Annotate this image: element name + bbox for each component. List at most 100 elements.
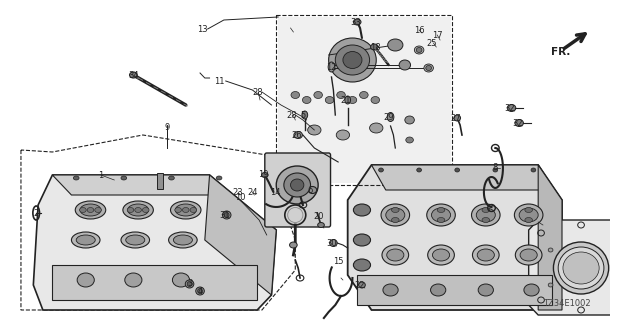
Text: 32: 32 <box>504 103 515 113</box>
Text: 1: 1 <box>99 171 104 180</box>
Ellipse shape <box>168 176 174 180</box>
Text: 6: 6 <box>308 186 313 195</box>
Ellipse shape <box>554 242 609 294</box>
Ellipse shape <box>508 105 516 111</box>
Ellipse shape <box>353 204 371 216</box>
Ellipse shape <box>284 173 310 197</box>
Text: 13: 13 <box>196 25 207 34</box>
Ellipse shape <box>424 64 433 72</box>
Ellipse shape <box>416 47 422 52</box>
Ellipse shape <box>388 39 403 51</box>
Ellipse shape <box>314 92 323 99</box>
Text: 21: 21 <box>340 95 351 105</box>
Text: 28: 28 <box>286 110 297 119</box>
Ellipse shape <box>531 168 536 172</box>
Ellipse shape <box>520 249 537 261</box>
Ellipse shape <box>308 125 321 135</box>
Ellipse shape <box>524 284 539 296</box>
Ellipse shape <box>143 207 149 212</box>
Ellipse shape <box>477 249 494 261</box>
Ellipse shape <box>335 45 369 75</box>
Ellipse shape <box>386 208 405 222</box>
Ellipse shape <box>482 218 490 222</box>
Ellipse shape <box>371 97 380 103</box>
Ellipse shape <box>95 207 102 212</box>
Text: 18: 18 <box>370 43 381 52</box>
Ellipse shape <box>348 97 356 103</box>
Bar <box>357 275 552 305</box>
Ellipse shape <box>302 111 308 119</box>
Ellipse shape <box>405 116 414 124</box>
Ellipse shape <box>353 234 371 246</box>
Ellipse shape <box>476 208 495 222</box>
Text: 14: 14 <box>270 188 280 196</box>
Text: 5: 5 <box>300 110 305 119</box>
Ellipse shape <box>328 38 376 82</box>
Ellipse shape <box>353 259 371 271</box>
Ellipse shape <box>431 284 446 296</box>
FancyBboxPatch shape <box>265 153 330 227</box>
Text: 8: 8 <box>493 163 498 172</box>
Ellipse shape <box>325 97 334 103</box>
Ellipse shape <box>125 273 142 287</box>
Ellipse shape <box>630 247 640 289</box>
Ellipse shape <box>127 204 148 216</box>
Ellipse shape <box>525 207 532 212</box>
Text: 17: 17 <box>432 30 442 39</box>
Polygon shape <box>538 165 562 310</box>
Ellipse shape <box>634 252 640 284</box>
Ellipse shape <box>519 208 538 222</box>
Ellipse shape <box>433 249 449 261</box>
Ellipse shape <box>74 176 79 180</box>
Ellipse shape <box>437 207 445 212</box>
Ellipse shape <box>426 66 431 70</box>
Ellipse shape <box>317 222 324 228</box>
Ellipse shape <box>127 207 134 212</box>
Ellipse shape <box>76 201 106 219</box>
Ellipse shape <box>381 204 410 226</box>
Polygon shape <box>348 165 562 310</box>
Ellipse shape <box>431 208 451 222</box>
Ellipse shape <box>525 218 532 222</box>
Ellipse shape <box>343 52 362 68</box>
Ellipse shape <box>291 179 304 191</box>
Ellipse shape <box>437 218 445 222</box>
Text: 27: 27 <box>450 114 461 123</box>
Text: 22: 22 <box>355 281 365 290</box>
Ellipse shape <box>198 289 202 293</box>
Ellipse shape <box>548 248 553 252</box>
Ellipse shape <box>414 46 424 54</box>
Bar <box>276 15 452 185</box>
Text: 16: 16 <box>414 26 424 35</box>
Ellipse shape <box>79 207 86 212</box>
Ellipse shape <box>515 204 543 226</box>
Text: 29: 29 <box>383 113 394 122</box>
Ellipse shape <box>353 19 361 25</box>
Ellipse shape <box>80 204 101 216</box>
Ellipse shape <box>345 96 351 104</box>
Ellipse shape <box>76 235 95 245</box>
Ellipse shape <box>336 130 349 140</box>
Ellipse shape <box>330 239 337 246</box>
Text: 10: 10 <box>235 193 245 202</box>
Ellipse shape <box>175 207 182 212</box>
Ellipse shape <box>515 119 524 126</box>
Ellipse shape <box>216 176 222 180</box>
Text: 33: 33 <box>350 18 361 27</box>
Ellipse shape <box>399 60 410 70</box>
Ellipse shape <box>493 168 498 172</box>
Ellipse shape <box>417 168 422 172</box>
Ellipse shape <box>135 207 141 212</box>
Text: 23: 23 <box>233 188 243 196</box>
Bar <box>52 265 257 300</box>
Text: 9: 9 <box>164 123 170 132</box>
Bar <box>157 173 163 189</box>
Ellipse shape <box>328 62 335 72</box>
Text: 12: 12 <box>326 62 337 71</box>
Ellipse shape <box>472 204 500 226</box>
Ellipse shape <box>121 176 127 180</box>
Ellipse shape <box>87 207 94 212</box>
Ellipse shape <box>387 113 394 122</box>
Text: 32: 32 <box>512 118 522 127</box>
Ellipse shape <box>187 282 192 286</box>
